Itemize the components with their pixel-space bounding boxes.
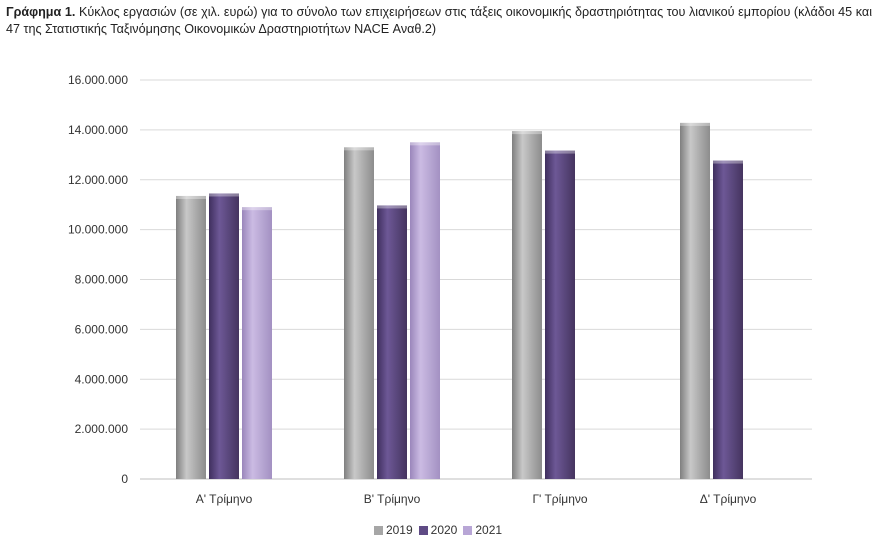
y-tick-label: 0 [121,472,128,486]
legend-swatch [373,526,383,535]
legend-item-2020: 2020 [418,523,458,537]
chart-legend: 2019 2020 2021 [0,523,876,537]
bar-2020-2 [377,205,407,480]
bar-bevel [377,205,407,209]
y-tick-label: 12.000.000 [68,173,128,187]
chart-caption: Γράφημα 1. Κύκλος εργασιών (σε χιλ. ευρώ… [6,4,872,38]
bar-2019-3 [512,131,542,479]
legend-label: 2021 [475,523,503,537]
bar-bevel [242,207,272,211]
bar-2021-1 [242,207,272,479]
bar-bevel [680,122,710,126]
bar-bevel [176,195,206,199]
x-category-label: Β' Τρίμηνο [364,492,421,506]
bar-2019-1 [176,195,206,479]
x-category-label: Δ' Τρίμηνο [700,492,757,506]
legend-label: 2019 [385,523,413,537]
y-tick-label: 14.000.000 [68,123,128,137]
legend-item-2021: 2021 [463,523,502,537]
y-tick-label: 6.000.000 [75,322,129,336]
bar-bevel [410,142,440,146]
legend-label: 2020 [430,523,458,537]
legend-item-2019: 2019 [373,523,413,537]
y-tick-label: 8.000.000 [75,273,129,287]
bar-2020-3 [545,150,575,479]
y-tick-label: 2.000.000 [75,422,129,436]
bar-2019-4 [680,122,710,479]
bar-bevel [545,150,575,154]
bar-bevel [713,160,743,164]
y-tick-label: 4.000.000 [75,372,129,386]
bar-2019-2 [344,147,374,480]
bar-bevel [512,131,542,135]
x-category-label: Α' Τρίμηνο [196,492,253,506]
y-tick-label: 10.000.000 [68,223,128,237]
bar-2020-4 [713,160,743,479]
x-category-label: Γ' Τρίμηνο [532,492,587,506]
bar-bevel [209,193,239,197]
legend-swatch [418,526,428,535]
legend-swatch [463,526,473,535]
bar-chart: 0 2.000.000 4.000.000 6.000.000 8.000.000 10.… [68,73,812,506]
bar-2020-1 [209,193,239,479]
bar-2021-2 [410,142,440,479]
caption-text: Κύκλος εργασιών (σε χιλ. ευρώ) για το σύ… [6,5,872,36]
caption-label: Γράφημα 1. [6,5,76,19]
bar-bevel [344,147,374,151]
y-tick-label: 16.000.000 [68,73,128,87]
